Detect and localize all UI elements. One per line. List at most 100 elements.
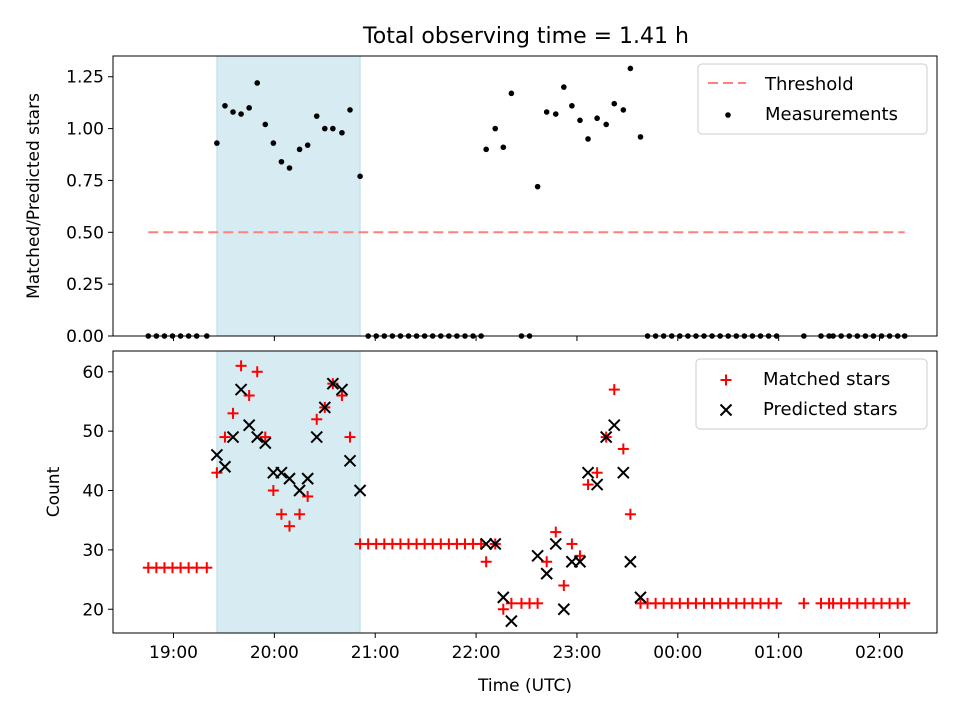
- matched-point: [899, 597, 911, 609]
- matched-point: [219, 431, 231, 443]
- legend-predicted-swatch: [719, 403, 733, 417]
- predicted-point: [617, 466, 630, 479]
- measurement-point: [278, 158, 285, 165]
- measurement-point: [321, 125, 328, 132]
- top-legend: Threshold Measurements: [697, 63, 928, 135]
- measurement-point: [611, 100, 618, 107]
- measurement-point: [230, 109, 236, 115]
- x-tick-label: 22:00: [452, 643, 501, 663]
- measurement-point: [286, 165, 293, 171]
- x-tick-label: 19:00: [149, 643, 198, 663]
- top-legend-box: [697, 63, 928, 135]
- x-tick-label: 01:00: [754, 643, 803, 663]
- top-x-ticks: [173, 336, 881, 341]
- predicted-point: [590, 478, 604, 491]
- predicted-point: [293, 484, 306, 497]
- matched-point: [532, 597, 544, 609]
- x-tick-label: 23:00: [552, 643, 601, 663]
- matched-point: [505, 597, 517, 609]
- predicted-point: [573, 555, 587, 568]
- predicted-point: [226, 430, 240, 444]
- matched-point: [566, 538, 578, 550]
- measurement-point: [492, 125, 499, 132]
- measurement-point: [508, 90, 515, 97]
- bottom-y-ticks: 20 30 40 50 60: [82, 363, 113, 620]
- x-tick-label: 02:00: [855, 643, 904, 663]
- measurement-point: [330, 125, 336, 132]
- predicted-point: [326, 377, 340, 390]
- measurement-point: [270, 140, 277, 146]
- predicted-point: [251, 430, 264, 444]
- measurement-point: [313, 113, 320, 119]
- predicted-point: [218, 460, 232, 473]
- predicted-point: [608, 419, 621, 432]
- measurement-point: [561, 84, 567, 90]
- predicted-point: [479, 537, 493, 551]
- measurement-point: [238, 111, 244, 117]
- legend-matched-label: Matched stars: [763, 369, 890, 390]
- bottom-x-ticks: 19:00 20:00 21:00 22:00 23:00 00:00 01:00 02:00: [149, 633, 904, 663]
- predicted-point: [581, 466, 595, 479]
- predicted-point: [599, 430, 613, 444]
- legend-x-mark: [719, 403, 733, 417]
- y-tick-label: 60: [82, 363, 104, 383]
- bottom-legend-box: [695, 358, 928, 430]
- y-tick-label: 40: [82, 482, 104, 502]
- y-tick-label: 1.25: [66, 68, 104, 88]
- predicted-point: [242, 419, 256, 432]
- matched-point: [497, 603, 509, 615]
- y-tick-label: 0.50: [66, 223, 104, 243]
- observing-span-top: [216, 55, 361, 337]
- matched-point: [201, 562, 213, 574]
- matched-point: [541, 556, 553, 568]
- legend-plus-mark: [720, 374, 732, 386]
- predicted-point: [557, 603, 571, 616]
- bottom-panel: 20 30 40 50 60 19:00 20:00 21:00 22:00 23:00 00:0…: [44, 350, 938, 696]
- measurement-point: [500, 144, 507, 151]
- matched-point: [311, 413, 323, 425]
- legend-measurements-swatch: [725, 112, 731, 118]
- measurement-point: [357, 173, 363, 180]
- matched-point: [235, 360, 247, 372]
- predicted-point: [335, 383, 349, 396]
- measurement-point: [304, 142, 311, 148]
- predicted-point: [634, 591, 647, 604]
- legend-threshold-label: Threshold: [764, 74, 854, 95]
- top-panel: 0.00 0.25 0.50 0.75 1.00 1.25 Matched/Predict…: [24, 55, 938, 347]
- matched-point: [251, 366, 263, 378]
- matched-point: [608, 384, 620, 396]
- predicted-point: [540, 567, 553, 580]
- measurement-point: [594, 115, 600, 122]
- matched-point: [550, 526, 562, 538]
- measurement-point: [254, 80, 261, 86]
- x-axis-label: Time (UTC): [477, 676, 572, 696]
- top-axes-frame: [112, 55, 938, 337]
- bottom-axes-frame: [112, 350, 938, 634]
- matched-point: [302, 490, 314, 502]
- predicted-point: [259, 436, 272, 450]
- measurement-point: [534, 183, 541, 190]
- matched-point: [243, 390, 255, 402]
- predicted-point: [234, 383, 248, 396]
- top-y-ticks: 0.00 0.25 0.50 0.75 1.00 1.25: [66, 68, 113, 347]
- predicted-point: [531, 549, 544, 563]
- matched-point: [336, 390, 348, 402]
- measurement-point: [543, 109, 550, 115]
- legend-measurements-label: Measurements: [765, 104, 898, 125]
- matched-point: [798, 597, 810, 609]
- predicted-point: [624, 555, 637, 568]
- count-points: [142, 360, 911, 628]
- legend-predicted-label: Predicted stars: [763, 399, 897, 420]
- matched-point: [275, 508, 287, 520]
- matched-point: [582, 479, 594, 491]
- predicted-point: [283, 472, 296, 485]
- measurement-point: [347, 107, 353, 113]
- y-tick-label: 1.00: [66, 120, 104, 140]
- matched-point: [259, 431, 271, 443]
- matched-point: [591, 467, 603, 479]
- bottom-y-axis-label: Count: [44, 466, 64, 517]
- predicted-point: [497, 591, 510, 604]
- y-tick-label: 0.75: [66, 171, 104, 191]
- matched-point: [191, 562, 203, 574]
- measurement-point: [246, 105, 252, 111]
